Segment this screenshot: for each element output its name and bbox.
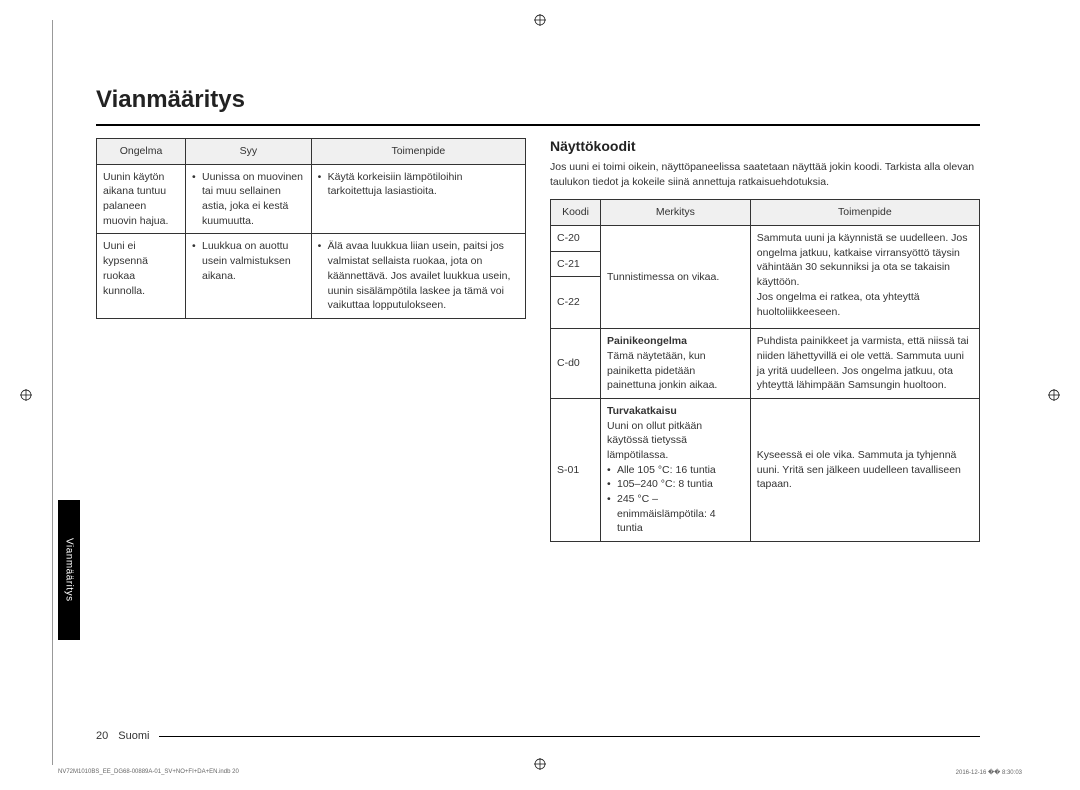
two-column-layout: Ongelma Syy Toimenpide Uunin käytön aika…: [96, 138, 980, 542]
header-action: Toimenpide: [750, 200, 979, 226]
section-intro: Jos uuni ei toimi oikein, näyttöpaneelis…: [550, 160, 980, 189]
page-content: Vianmääritys Ongelma Syy Toimenpide Uuni…: [96, 86, 980, 542]
code-table: Koodi Merkitys Toimenpide C-20 Tunnistim…: [550, 199, 980, 542]
section-heading: Näyttökoodit: [550, 138, 980, 154]
cell-code: S-01: [551, 398, 601, 541]
page-language: Suomi: [118, 730, 149, 742]
header-problem: Ongelma: [97, 139, 186, 165]
registration-mark-top: [534, 14, 546, 26]
page-footer: 20 Suomi: [96, 730, 980, 742]
registration-mark-right: [1048, 389, 1060, 401]
page-number: 20: [96, 730, 108, 742]
footer-rule: [159, 736, 980, 737]
sidebar-tab-label: Vianmääritys: [64, 538, 75, 602]
meaning-text: Uuni on ollut pitkään käytössä tietyssä …: [607, 419, 744, 463]
table-row: Uuni ei kypsennä ruokaa kunnolla. Luukku…: [97, 234, 526, 318]
header-action: Toimenpide: [311, 139, 525, 165]
page-title: Vianmääritys: [96, 86, 980, 114]
cell-code: C-22: [551, 277, 601, 329]
left-column: Ongelma Syy Toimenpide Uunin käytön aika…: [96, 138, 526, 542]
registration-mark-left: [20, 389, 32, 401]
cell-code: C-d0: [551, 329, 601, 399]
list-item: 245 °C – enimmäislämpötila: 4 tuntia: [607, 492, 744, 536]
meaning-bold: Painikeongelma: [607, 334, 744, 349]
cell-problem: Uunin käytön aikana tuntuu palaneen muov…: [97, 164, 186, 234]
cell-action: Älä avaa luukkua liian usein, paitsi jos…: [311, 234, 525, 318]
cell-code: C-20: [551, 226, 601, 252]
header-meaning: Merkitys: [601, 200, 751, 226]
table-header-row: Ongelma Syy Toimenpide: [97, 139, 526, 165]
title-rule: [96, 124, 980, 126]
cell-cause: Uunissa on muovinen tai muu sellainen as…: [185, 164, 311, 234]
table-row: S-01 Turvakatkaisu Uuni on ollut pitkään…: [551, 398, 980, 541]
table-row: C-20 Tunnistimessa on vikaa. Sammuta uun…: [551, 226, 980, 252]
cell-action: Puhdista painikkeet ja varmista, että ni…: [750, 329, 979, 399]
cell-action: Sammuta uuni ja käynnistä se uudelleen. …: [750, 226, 979, 329]
troubleshooting-table: Ongelma Syy Toimenpide Uunin käytön aika…: [96, 138, 526, 319]
table-row: Uunin käytön aikana tuntuu palaneen muov…: [97, 164, 526, 234]
header-cause: Syy: [185, 139, 311, 165]
meaning-bold: Turvakatkaisu: [607, 404, 744, 419]
indd-timestamp: 2016-12-16 �� 8:30:03: [956, 769, 1022, 776]
list-item: 105–240 °C: 8 tuntia: [607, 477, 744, 492]
cell-cause: Luukkua on auottu usein valmistuksen aik…: [185, 234, 311, 318]
crop-guide-left: [52, 20, 53, 765]
indd-footer: NV72M1010BS_EE_DG68-00889A-01_SV+NO+FI+D…: [58, 769, 1022, 776]
table-row: C-d0 Painikeongelma Tämä näytetään, kun …: [551, 329, 980, 399]
cell-action: Kyseessä ei ole vika. Sammuta ja tyhjenn…: [750, 398, 979, 541]
cell-action: Käytä korkeisiin lämpötiloihin tarkoitet…: [311, 164, 525, 234]
meaning-text: Tämä näytetään, kun painiketta pidetään …: [607, 349, 744, 393]
cell-meaning: Turvakatkaisu Uuni on ollut pitkään käyt…: [601, 398, 751, 541]
list-item: Alle 105 °C: 16 tuntia: [607, 463, 744, 478]
indd-filename: NV72M1010BS_EE_DG68-00889A-01_SV+NO+FI+D…: [58, 769, 239, 776]
cell-meaning: Painikeongelma Tämä näytetään, kun paini…: [601, 329, 751, 399]
cell-problem: Uuni ei kypsennä ruokaa kunnolla.: [97, 234, 186, 318]
right-column: Näyttökoodit Jos uuni ei toimi oikein, n…: [550, 138, 980, 542]
sidebar-tab: Vianmääritys: [58, 500, 80, 640]
cell-meaning: Tunnistimessa on vikaa.: [601, 226, 751, 329]
table-header-row: Koodi Merkitys Toimenpide: [551, 200, 980, 226]
header-code: Koodi: [551, 200, 601, 226]
cell-code: C-21: [551, 251, 601, 277]
